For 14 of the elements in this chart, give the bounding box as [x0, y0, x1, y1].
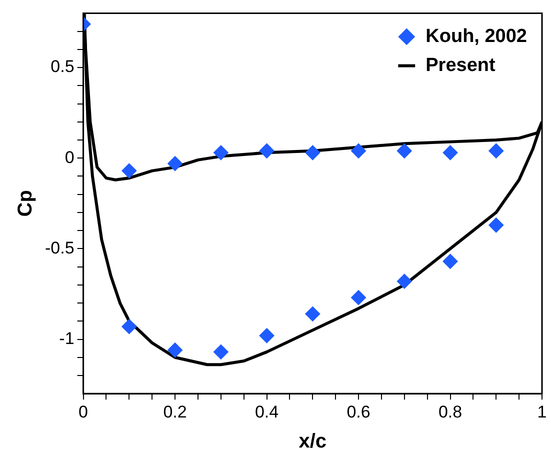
x-tick-label: 0.8	[438, 402, 462, 422]
x-tick-label: 1	[537, 402, 547, 422]
x-tick-label: 0	[78, 402, 88, 422]
y-tick-label: 0.5	[50, 57, 74, 76]
legend-label: Kouh, 2002	[426, 26, 528, 47]
y-tick-label: 0	[64, 148, 74, 167]
y-tick-label: -1	[59, 328, 74, 348]
legend-label: Present	[426, 54, 496, 76]
y-tick-label: -0.5	[44, 238, 74, 258]
x-tick-label: 0.4	[254, 402, 279, 422]
y-axis-title: Cp	[14, 190, 37, 217]
x-axis-title: x/c	[298, 430, 327, 453]
x-tick-label: 0.6	[346, 402, 370, 422]
x-tick-label: 0.2	[163, 402, 187, 422]
